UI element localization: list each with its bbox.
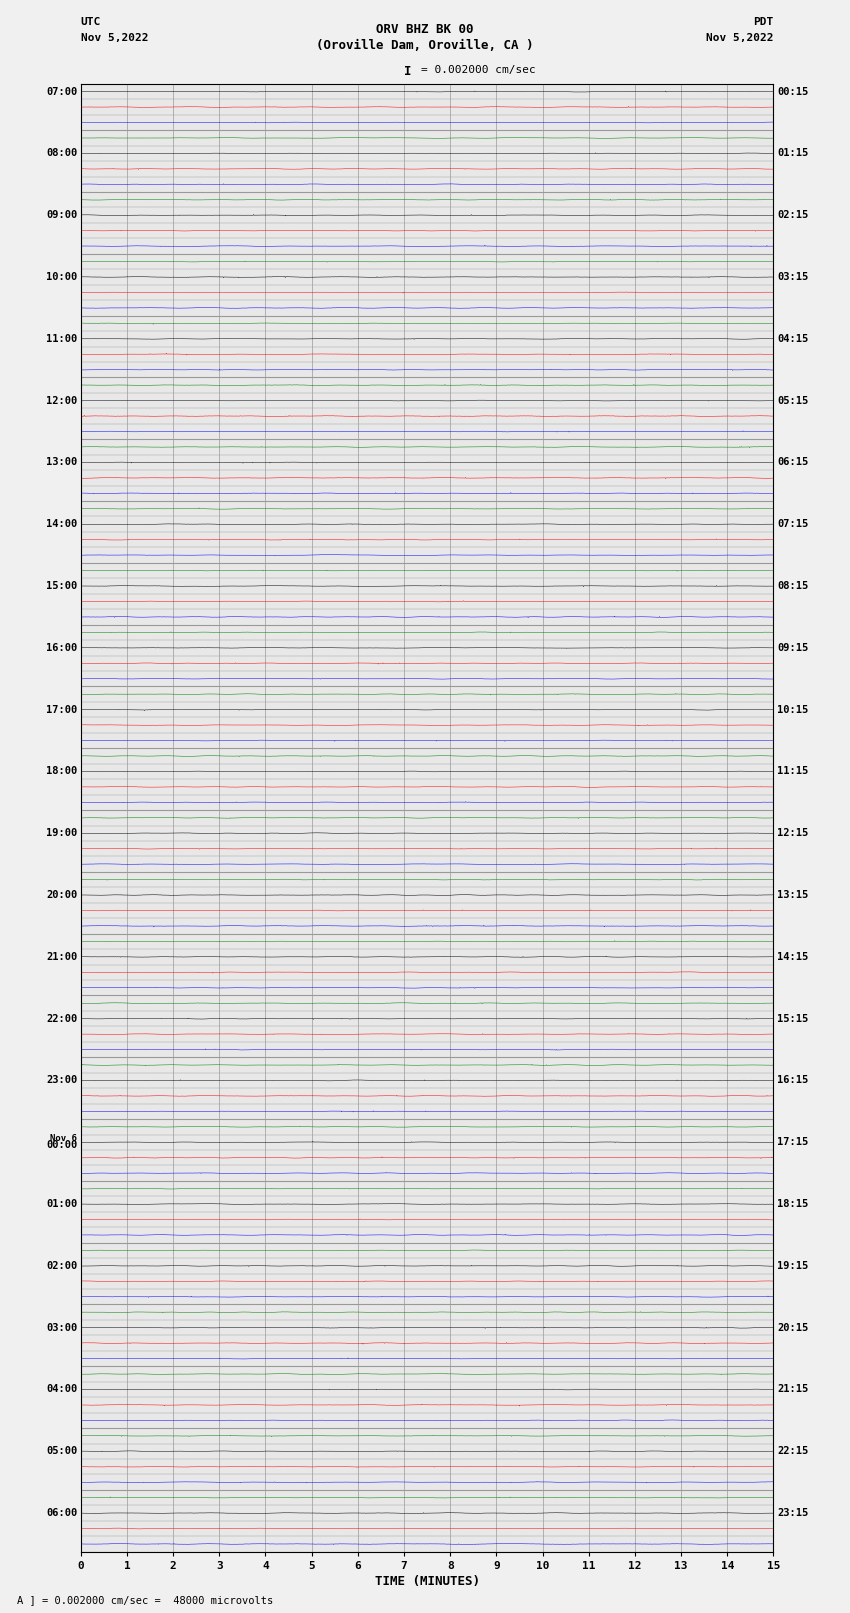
Text: 04:15: 04:15 <box>777 334 808 344</box>
Text: 05:15: 05:15 <box>777 395 808 405</box>
Text: I: I <box>405 65 411 79</box>
Text: 14:15: 14:15 <box>777 952 808 961</box>
Text: 02:15: 02:15 <box>777 210 808 221</box>
Text: 09:15: 09:15 <box>777 644 808 653</box>
Text: 18:15: 18:15 <box>777 1198 808 1210</box>
Text: 22:15: 22:15 <box>777 1447 808 1457</box>
Text: 01:15: 01:15 <box>777 148 808 158</box>
Text: 04:00: 04:00 <box>46 1384 77 1395</box>
Text: 13:00: 13:00 <box>46 458 77 468</box>
Text: 18:00: 18:00 <box>46 766 77 776</box>
Text: 06:00: 06:00 <box>46 1508 77 1518</box>
Text: 10:00: 10:00 <box>46 273 77 282</box>
Text: 12:15: 12:15 <box>777 827 808 839</box>
Text: 23:15: 23:15 <box>777 1508 808 1518</box>
Text: 20:15: 20:15 <box>777 1323 808 1332</box>
Text: A ] = 0.002000 cm/sec =  48000 microvolts: A ] = 0.002000 cm/sec = 48000 microvolts <box>17 1595 273 1605</box>
Text: 19:15: 19:15 <box>777 1261 808 1271</box>
Text: 06:15: 06:15 <box>777 458 808 468</box>
Text: 23:00: 23:00 <box>46 1076 77 1086</box>
Text: 03:15: 03:15 <box>777 273 808 282</box>
Text: 03:00: 03:00 <box>46 1323 77 1332</box>
Text: (Oroville Dam, Oroville, CA ): (Oroville Dam, Oroville, CA ) <box>316 39 534 52</box>
Text: 17:15: 17:15 <box>777 1137 808 1147</box>
Text: 17:00: 17:00 <box>46 705 77 715</box>
Text: 16:15: 16:15 <box>777 1076 808 1086</box>
Text: 16:00: 16:00 <box>46 644 77 653</box>
Text: 20:00: 20:00 <box>46 890 77 900</box>
Text: 15:15: 15:15 <box>777 1013 808 1024</box>
Text: 08:00: 08:00 <box>46 148 77 158</box>
Text: 10:15: 10:15 <box>777 705 808 715</box>
Text: = 0.002000 cm/sec: = 0.002000 cm/sec <box>421 65 536 76</box>
Text: 00:15: 00:15 <box>777 87 808 97</box>
Text: 12:00: 12:00 <box>46 395 77 405</box>
Text: 13:15: 13:15 <box>777 890 808 900</box>
X-axis label: TIME (MINUTES): TIME (MINUTES) <box>375 1574 479 1587</box>
Text: ORV BHZ BK 00: ORV BHZ BK 00 <box>377 23 473 37</box>
Text: 14:00: 14:00 <box>46 519 77 529</box>
Text: 09:00: 09:00 <box>46 210 77 221</box>
Text: 08:15: 08:15 <box>777 581 808 590</box>
Text: 02:00: 02:00 <box>46 1261 77 1271</box>
Text: 21:15: 21:15 <box>777 1384 808 1395</box>
Text: Nov 5,2022: Nov 5,2022 <box>706 32 774 44</box>
Text: Nov 6: Nov 6 <box>50 1134 77 1144</box>
Text: 11:15: 11:15 <box>777 766 808 776</box>
Text: 22:00: 22:00 <box>46 1013 77 1024</box>
Text: Nov 5,2022: Nov 5,2022 <box>81 32 148 44</box>
Text: 11:00: 11:00 <box>46 334 77 344</box>
Text: 01:00: 01:00 <box>46 1198 77 1210</box>
Text: 15:00: 15:00 <box>46 581 77 590</box>
Text: 19:00: 19:00 <box>46 827 77 839</box>
Text: 07:15: 07:15 <box>777 519 808 529</box>
Text: 00:00: 00:00 <box>46 1139 77 1150</box>
Text: 21:00: 21:00 <box>46 952 77 961</box>
Text: UTC: UTC <box>81 16 101 26</box>
Text: 07:00: 07:00 <box>46 87 77 97</box>
Text: PDT: PDT <box>753 16 774 26</box>
Text: 05:00: 05:00 <box>46 1447 77 1457</box>
